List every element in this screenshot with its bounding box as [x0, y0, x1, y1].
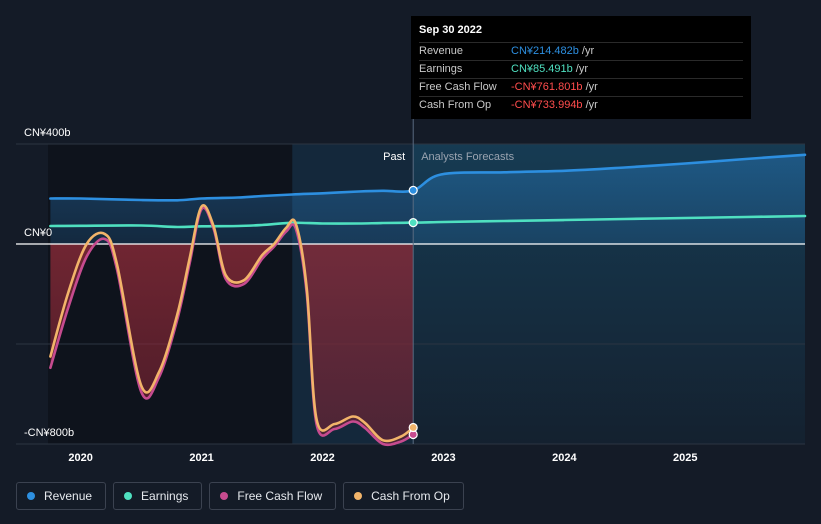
tooltip-row-label: Earnings	[419, 63, 463, 75]
legend-item-free-cash-flow[interactable]: Free Cash Flow	[209, 482, 337, 510]
x-axis-label: 2025	[673, 452, 697, 464]
tooltip-row: Earnings CN¥85.491b/yr	[419, 60, 743, 78]
revenue-marker	[408, 185, 418, 195]
tooltip-row-unit: /yr	[585, 99, 598, 111]
earnings-marker	[408, 218, 418, 228]
x-axis-label: 2024	[552, 452, 577, 464]
x-axis-label: 2022	[310, 452, 334, 464]
tooltip-row-value: -CN¥733.994b	[511, 99, 583, 111]
cash-from-op-line	[49, 204, 415, 443]
legend-label: Cash From Op	[371, 489, 450, 503]
tooltip-row: Revenue CN¥214.482b/yr	[419, 42, 743, 60]
x-axis-label: 2021	[189, 452, 213, 464]
y-axis-labels: CN¥400b CN¥0 -CN¥800b	[24, 127, 74, 439]
chart-legend: Revenue Earnings Free Cash Flow Cash From O…	[16, 482, 464, 510]
tooltip-row-value: -CN¥761.801b	[511, 81, 583, 93]
x-axis-labels: 2020 2021 2022 2023 2024 2025	[68, 452, 697, 464]
legend-label: Revenue	[44, 489, 93, 503]
tooltip-row-label: Revenue	[419, 45, 464, 57]
tooltip-row-label: Free Cash Flow	[419, 81, 497, 93]
tooltip-row-unit: /yr	[575, 63, 589, 75]
earnings-line	[49, 214, 807, 229]
legend-dot-icon	[27, 492, 35, 500]
tooltip-row: Cash From Op -CN¥733.994b/yr	[419, 96, 743, 114]
tooltip-row-unit: /yr	[581, 45, 595, 57]
revenue-area	[50, 154, 805, 244]
series-lines	[49, 153, 807, 447]
past-label: Past	[383, 151, 405, 163]
series-areas	[50, 154, 805, 445]
forecast-label: Analysts Forecasts	[421, 151, 514, 163]
legend-dot-icon	[220, 492, 229, 500]
tooltip: Sep 30 2022 Revenue CN¥214.482b/yr Earning…	[411, 16, 751, 119]
revenue-line	[49, 153, 807, 202]
cash-flow-negative-area	[50, 244, 414, 445]
y-axis-label: -CN¥800b	[24, 427, 74, 439]
legend-item-cash-from-op[interactable]: Cash From Op	[343, 482, 464, 510]
legend-item-revenue[interactable]: Revenue	[16, 482, 107, 510]
legend-dot-icon	[354, 492, 363, 500]
x-axis-label: 2023	[431, 452, 455, 464]
y-axis-label: CN¥400b	[24, 127, 70, 139]
tooltip-row-label: Cash From Op	[419, 99, 492, 111]
tooltip-date: Sep 30 2022	[419, 24, 482, 36]
tooltip-rows: Revenue CN¥214.482b/yr Earnings CN¥85.491b /…	[419, 42, 743, 114]
legend-label: Free Cash Flow	[237, 489, 323, 503]
x-axis-label: 2020	[68, 452, 92, 464]
series-markers	[408, 185, 418, 440]
tooltip-row-value: CN¥85.491b	[511, 63, 573, 75]
tooltip-row-value: CN¥214.482b	[511, 45, 579, 57]
y-axis-label: CN¥0	[24, 227, 52, 239]
legend-label: Earnings	[141, 489, 189, 503]
cash-from-op-marker	[408, 422, 418, 433]
legend-dot-icon	[124, 492, 133, 500]
legend-item-earnings[interactable]: Earnings	[113, 482, 203, 510]
tooltip-row-unit: /yr	[585, 81, 598, 93]
tooltip-row: Free Cash Flow -CN¥761.801b/yr	[419, 78, 743, 96]
